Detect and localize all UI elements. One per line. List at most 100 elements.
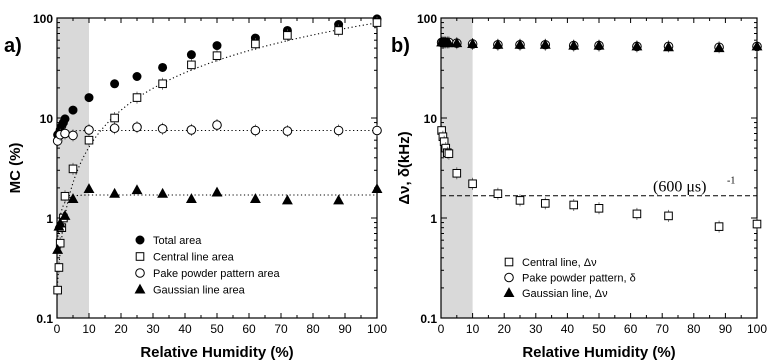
y-tick-label: 0.1: [420, 312, 437, 326]
data-point: [60, 191, 70, 201]
data-point: [68, 130, 78, 141]
chart-panel-a: 0 10 20 30 40 50 60 70 80 90 100 0.1 1 10 100 Relative …: [4, 12, 387, 361]
data-point: [372, 125, 382, 136]
x-axis-title: Relative Humidity (%): [522, 344, 675, 361]
data-point: [493, 189, 503, 198]
legend-marker: [135, 252, 145, 261]
data-point: [132, 93, 142, 102]
data-point: [443, 37, 455, 48]
legend-label: Total area: [153, 235, 202, 247]
data-point: [664, 211, 673, 221]
data-point: [109, 123, 120, 134]
x-tick-label: 80: [687, 322, 701, 336]
x-axis-title: Relative Humidity (%): [140, 344, 293, 361]
data-point: [52, 244, 64, 254]
data-point: [372, 18, 382, 27]
data-point: [540, 199, 550, 208]
data-point: [110, 79, 120, 89]
data-point: [452, 168, 462, 178]
data-point: [251, 39, 260, 49]
y-tick-label: 10: [40, 112, 54, 126]
data-point: [157, 123, 168, 134]
data-point: [632, 209, 642, 219]
y-tick-label: 1: [430, 212, 437, 226]
data-point: [109, 187, 121, 198]
data-point: [539, 38, 551, 49]
data-point: [186, 50, 196, 60]
data-point: [212, 120, 222, 130]
y-tick-label: 10: [424, 112, 438, 126]
legend-label: Gaussian line, Δν: [522, 288, 608, 300]
x-tick-label: 70: [274, 322, 288, 336]
data-point: [444, 149, 454, 158]
data-point: [68, 164, 78, 174]
data-point: [468, 179, 477, 189]
legend-marker: [504, 272, 514, 283]
legend-label: Central line, Δν: [522, 257, 597, 269]
x-tick-label: 90: [338, 322, 352, 336]
data-point: [212, 51, 222, 60]
fit-curve-central: [57, 22, 377, 283]
x-tick-label: 40: [178, 322, 192, 336]
data-point: [187, 60, 196, 70]
data-point: [157, 187, 169, 198]
data-point: [84, 93, 94, 103]
data-point: [492, 38, 504, 49]
data-point: [371, 183, 383, 193]
data-point: [249, 193, 261, 203]
data-point: [54, 263, 64, 272]
data-point: [110, 113, 119, 123]
x-tick-label: 60: [624, 322, 638, 336]
x-tick-label: 100: [747, 322, 767, 336]
data-point: [451, 37, 463, 48]
series-open-square: [437, 124, 762, 233]
panel-label: b): [391, 35, 410, 57]
data-point: [60, 114, 70, 124]
y-tick-label: 100: [417, 12, 437, 26]
series-filled-triangle: [52, 183, 383, 254]
data-point: [333, 125, 344, 136]
legend-label: Pake powder pattern, δ: [522, 273, 636, 285]
legend-label: Gaussian line area: [153, 285, 246, 297]
legend-marker: [503, 287, 515, 297]
series-open-circle: [52, 119, 382, 147]
data-point: [67, 193, 79, 203]
data-point: [663, 41, 674, 52]
y-axis-title: Δν, δ(kHz): [396, 131, 413, 204]
panel-label: a): [4, 35, 22, 57]
data-point: [467, 38, 479, 48]
x-tick-label: 100: [367, 322, 387, 336]
x-tick-label: 20: [114, 322, 128, 336]
data-point: [568, 39, 580, 50]
data-point: [333, 194, 345, 205]
data-point: [131, 184, 143, 195]
data-point: [158, 62, 168, 72]
data-point: [515, 196, 525, 205]
data-point: [83, 183, 95, 193]
y-tick-label: 100: [33, 12, 53, 26]
data-point: [68, 105, 78, 115]
data-point: [84, 125, 94, 135]
fit-curve-pake: [57, 129, 376, 136]
x-tick-label: 70: [656, 322, 670, 336]
x-tick-label: 30: [529, 322, 543, 336]
data-point: [185, 193, 197, 203]
x-tick-label: 50: [592, 322, 606, 336]
data-point: [211, 186, 223, 197]
data-point: [569, 200, 579, 210]
legend-marker: [135, 235, 145, 245]
data-point: [212, 41, 222, 51]
x-tick-label: 10: [466, 322, 480, 336]
data-point: [132, 122, 142, 132]
y-tick-label: 1: [46, 212, 53, 226]
x-tick-label: 10: [82, 322, 96, 336]
y-axis-title: MC (%): [7, 143, 24, 194]
data-point: [186, 125, 197, 135]
data-point: [593, 39, 605, 50]
x-tick-label: 80: [306, 322, 320, 336]
legend: Total area Central line area Pake powder p…: [134, 235, 280, 297]
x-tick-label: 60: [242, 322, 256, 336]
data-point: [281, 194, 293, 205]
x-tick-label: 0: [54, 322, 61, 336]
